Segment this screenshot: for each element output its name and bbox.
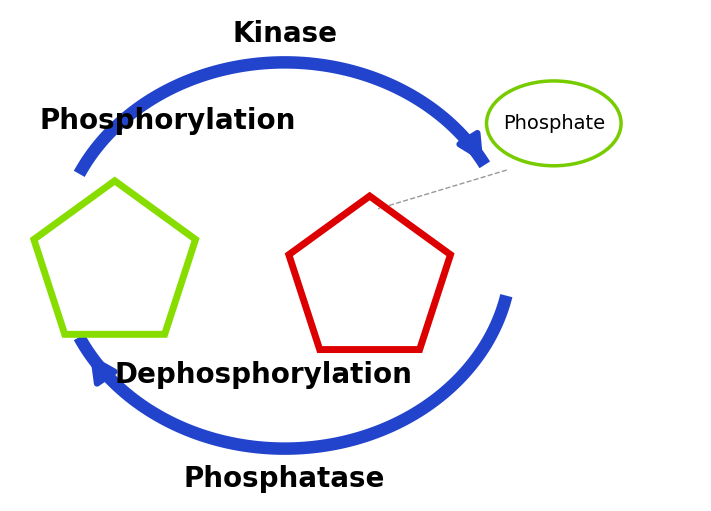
Text: Dephosphorylation: Dephosphorylation: [114, 361, 412, 389]
Text: Kinase: Kinase: [232, 20, 337, 49]
Text: Phosphatase: Phosphatase: [184, 465, 385, 493]
Text: Phosphorylation: Phosphorylation: [40, 107, 296, 135]
Text: Phosphate: Phosphate: [503, 114, 605, 133]
